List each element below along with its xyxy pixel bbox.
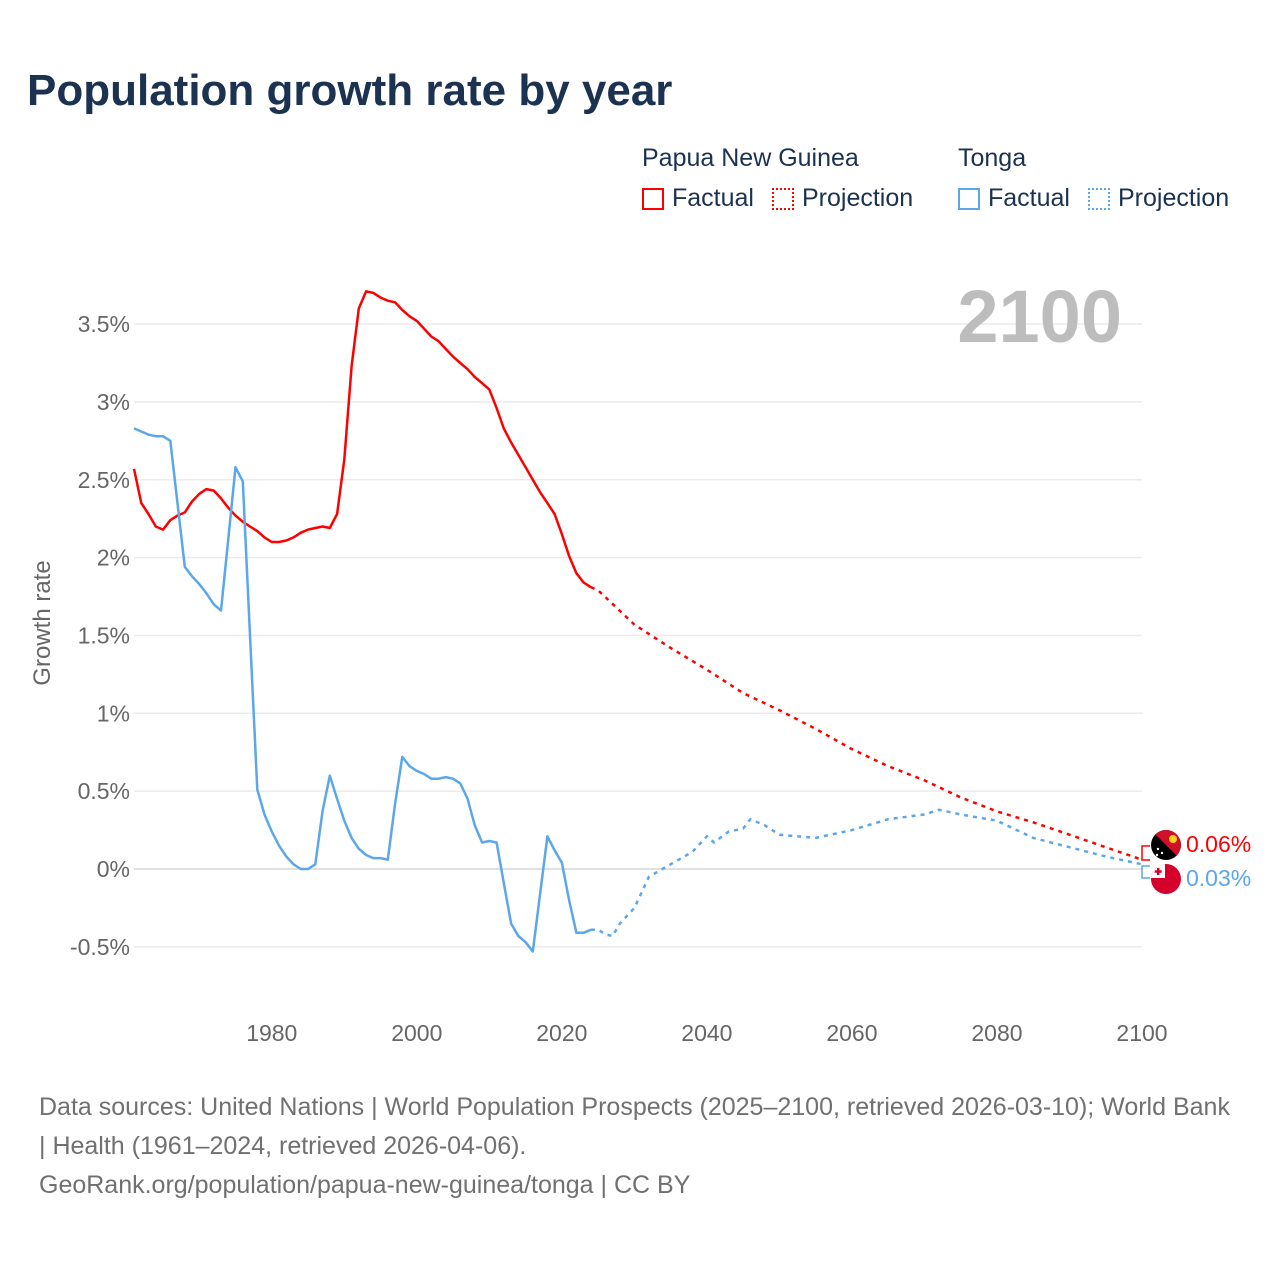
y-tick-label: 1% [97, 700, 130, 726]
tonga-end-value: 0.03% [1186, 865, 1251, 891]
x-tick-label: 1980 [246, 1020, 297, 1046]
chart-title: Population growth rate by year [27, 66, 673, 115]
png-connector [1141, 845, 1150, 861]
legend-item-png-factual[interactable]: Factual [642, 184, 754, 213]
series-line-3 [590, 808, 1143, 938]
footer: Data sources: United Nations | World Pop… [39, 1088, 1239, 1205]
legend-group-png: Papua New Guinea Factual Projection [642, 144, 931, 213]
y-tick-label: 0.5% [78, 778, 130, 804]
legend-item-tonga-projection[interactable]: Projection [1087, 184, 1230, 213]
legend-label: Projection [1117, 184, 1230, 212]
x-tick-label: 2100 [1116, 1020, 1167, 1046]
x-tick-label: 2000 [391, 1020, 442, 1046]
solid-swatch-icon [642, 187, 664, 210]
legend-country: Papua New Guinea [642, 144, 859, 172]
source-link[interactable]: GeoRank.org/population/papua-new-guinea/… [39, 1171, 691, 1199]
solid-swatch-icon [958, 187, 980, 210]
x-tick-label: 2060 [826, 1020, 877, 1046]
legend-label: Factual [988, 184, 1070, 212]
dotted-swatch-icon [1087, 187, 1110, 210]
series-line-0 [132, 290, 592, 589]
y-axis-label: Growth rate [29, 560, 56, 685]
y-tick-label: 1.5% [78, 622, 130, 648]
legend-item-tonga-factual[interactable]: Factual [958, 184, 1070, 213]
png-end-value: 0.06% [1186, 831, 1251, 857]
series-line-1 [590, 586, 1143, 861]
dotted-swatch-icon [771, 187, 794, 210]
legend-label: Projection [801, 184, 914, 212]
x-tick-label: 2040 [681, 1020, 732, 1046]
y-tick-label: 3% [97, 389, 130, 415]
year-label: 2100 [957, 275, 1122, 358]
y-tick-label: 2.5% [78, 467, 130, 493]
y-tick-label: -0.5% [70, 934, 130, 960]
png-flag-icon [1151, 830, 1181, 860]
x-tick-label: 2080 [971, 1020, 1022, 1046]
y-tick-label: 0% [97, 856, 130, 882]
series-line-2 [133, 427, 592, 953]
data-sources: Data sources: United Nations | World Pop… [39, 1093, 1230, 1160]
y-tick-label: 2% [97, 545, 130, 571]
line-chart: -0.5% 0% 0.5% 1% 1.5% 2% 2.5% 3% 3.5% 1980 2000 202… [29, 275, 1251, 1046]
x-tick-label: 2020 [536, 1020, 587, 1046]
tonga-flag-icon [1151, 864, 1181, 894]
legend-country: Tonga [958, 144, 1027, 172]
legend-group-tonga: Tonga Factual Projection [958, 144, 1247, 213]
legend-item-png-projection[interactable]: Projection [771, 184, 914, 213]
tonga-connector [1141, 865, 1150, 879]
legend-label: Factual [672, 184, 754, 212]
y-tick-label: 3.5% [78, 311, 130, 337]
